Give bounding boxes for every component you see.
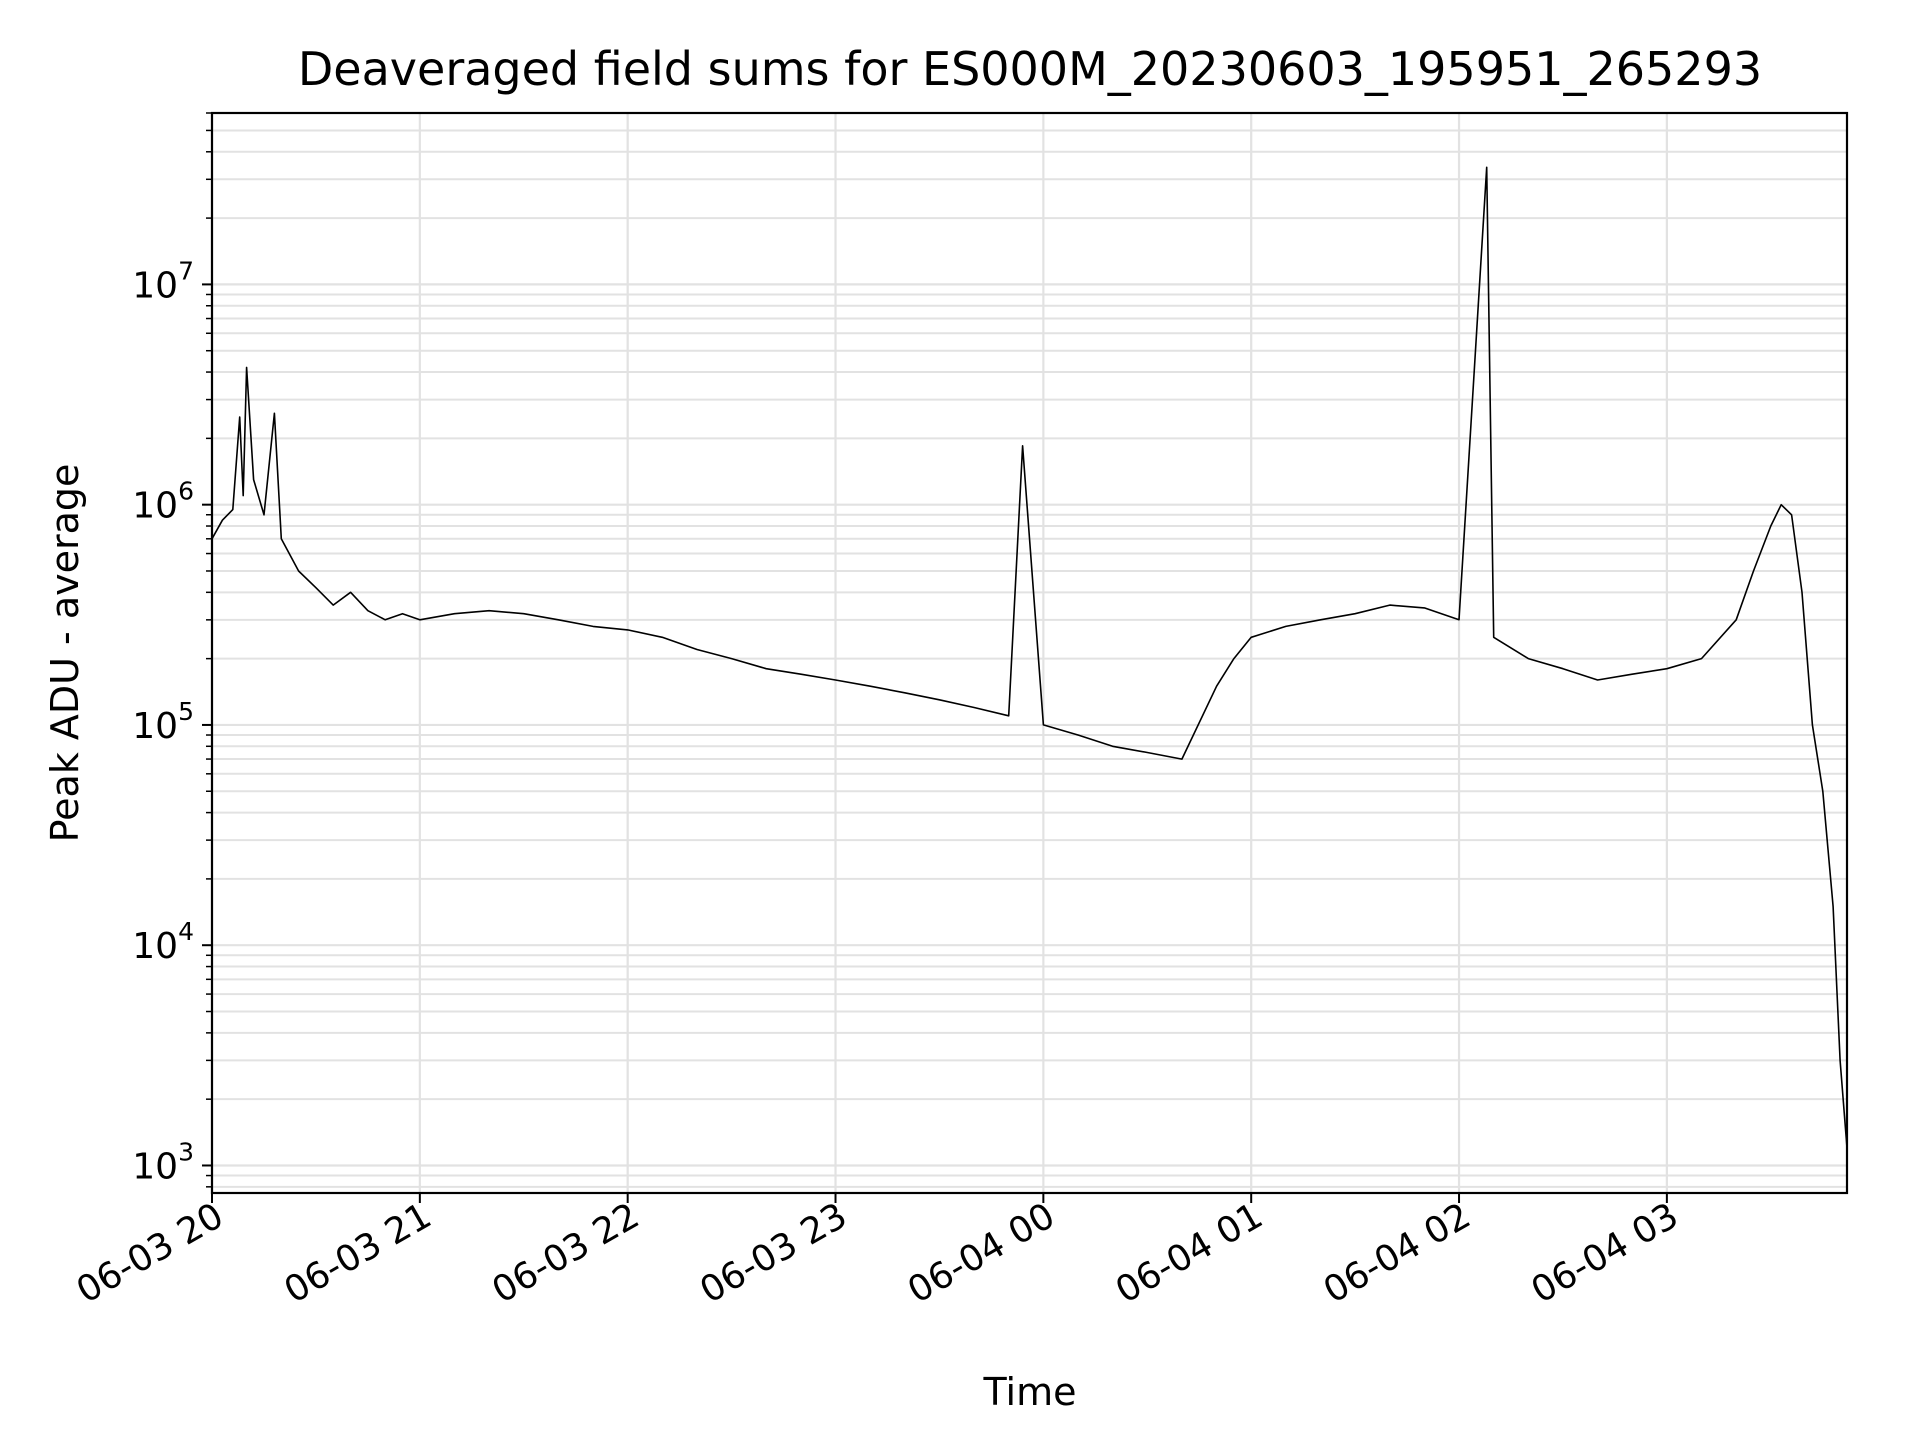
y-tick-label: 105 <box>132 697 194 747</box>
y-tick-label: 106 <box>132 477 194 527</box>
minor-grid <box>212 112 1847 1188</box>
y-axis-label: Peak ADU - average <box>43 464 87 843</box>
y-tick-label: 104 <box>132 917 194 967</box>
y-tick-label: 107 <box>132 256 194 306</box>
plot-frame <box>210 111 1849 1195</box>
chart-title: Deaveraged field sums for ES000M_2023060… <box>298 42 1762 96</box>
x-axis-label: Time <box>983 1370 1077 1414</box>
y-tick-label: 103 <box>132 1137 194 1187</box>
series-line <box>211 166 1848 1149</box>
data-series <box>211 166 1848 1149</box>
y-axis-ticks: 103 104 105 106 107 <box>132 112 212 1188</box>
